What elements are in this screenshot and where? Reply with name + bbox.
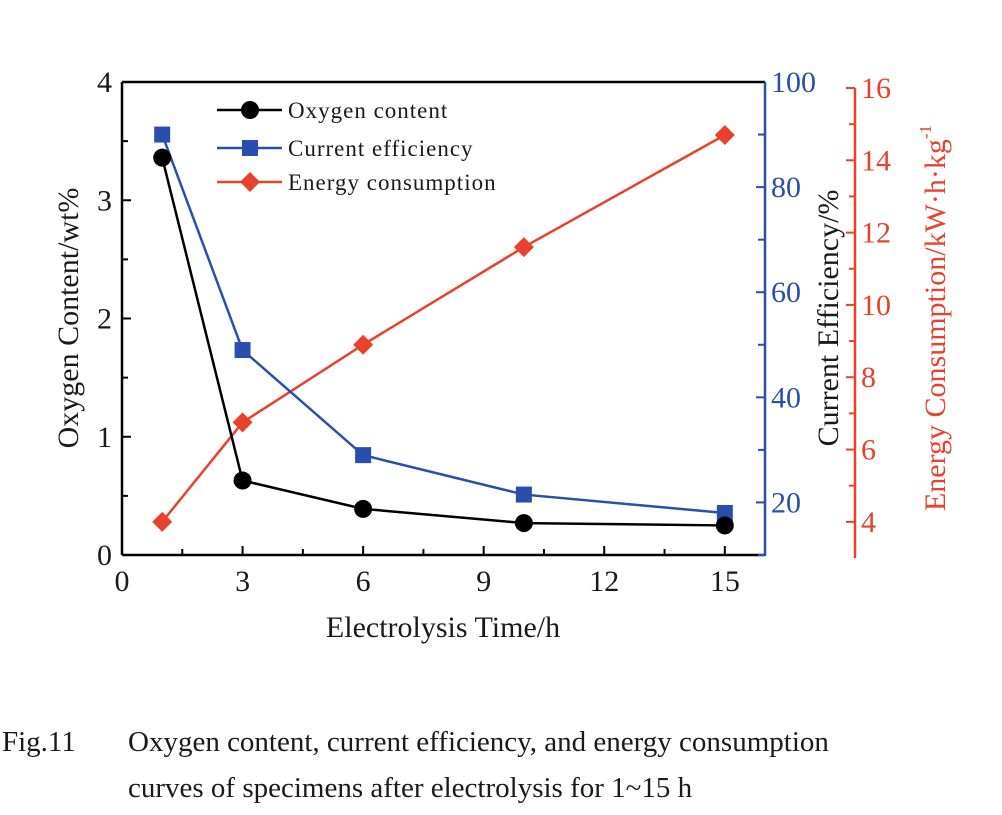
y-current-efficiency-tick-label: 20 — [771, 486, 801, 519]
data-point-circle — [715, 516, 734, 535]
x-tick-label: 12 — [589, 565, 619, 598]
legend-entry: Current efficiency — [217, 136, 474, 161]
series-layer — [152, 125, 735, 535]
legend-marker-diamond — [240, 172, 260, 192]
y-axis-label-current-efficiency: Current Efficiency/% — [812, 190, 845, 447]
x-axis-label: Electrolysis Time/h — [326, 611, 560, 644]
data-point-square — [355, 447, 372, 464]
x-tick-label: 9 — [476, 565, 491, 598]
data-point-diamond — [232, 412, 253, 433]
y-axis-label-energy-main: Energy Consumption/kW·h·kg — [919, 139, 952, 511]
series-current-efficiency — [154, 126, 733, 521]
figure-number: Fig.11 — [2, 726, 76, 758]
legend-label: Current efficiency — [288, 136, 474, 161]
data-point-diamond — [513, 237, 534, 258]
y-energy-tick-label: 6 — [861, 434, 876, 467]
legend-marker-circle — [241, 101, 259, 119]
y-axis-label-energy-sup: -1 — [916, 125, 935, 139]
y-left-tick-label: 0 — [97, 539, 112, 572]
y-current-efficiency-tick-label: 100 — [771, 66, 816, 99]
legend-entry: Oxygen content — [217, 98, 448, 123]
x-tick-label: 6 — [356, 565, 371, 598]
series-oxygen-content — [153, 148, 734, 535]
y-energy-tick-label: 16 — [861, 72, 891, 105]
y-energy-tick-label: 12 — [861, 217, 891, 250]
data-point-circle — [514, 514, 533, 533]
y-energy-tick-label: 14 — [861, 144, 891, 177]
legend-label: Energy consumption — [288, 170, 497, 195]
legend-label: Oxygen content — [288, 98, 448, 123]
x-tick-label: 0 — [115, 565, 130, 598]
y-axis-label-energy-consumption: Energy Consumption/kW·h·kg-1 — [916, 125, 952, 511]
y-current-efficiency-tick-label: 40 — [771, 381, 801, 414]
data-point-square — [154, 126, 171, 143]
y-current-efficiency-tick-label: 80 — [771, 171, 801, 204]
data-point-circle — [233, 471, 252, 490]
y-energy-tick-label: 4 — [861, 506, 876, 539]
series-line — [160, 157, 725, 527]
x-tick-label: 15 — [710, 565, 740, 598]
caption-line-2: curves of specimens after electrolysis f… — [128, 772, 693, 804]
data-point-diamond — [714, 125, 735, 145]
figure-caption: Fig.11 Oxygen content, current efficienc… — [0, 722, 1002, 814]
data-point-square — [716, 504, 733, 521]
data-point-square — [515, 486, 532, 503]
y-left-tick-label: 3 — [97, 184, 112, 217]
data-point-diamond — [353, 334, 374, 355]
legend-entry: Energy consumption — [217, 170, 497, 195]
data-point-diamond — [152, 511, 173, 532]
data-point-circle — [354, 499, 373, 518]
data-point-circle — [153, 148, 172, 167]
legend: Oxygen content Current efficiency Energy c… — [217, 98, 497, 195]
data-point-square — [234, 342, 251, 359]
x-tick-label: 3 — [235, 565, 250, 598]
y-left-tick-label: 2 — [97, 303, 112, 336]
y-left-tick-label: 4 — [97, 66, 112, 99]
series-energy-consumption — [152, 125, 735, 532]
legend-marker-square — [242, 140, 258, 156]
caption-line-1: Oxygen content, current efficiency, and … — [128, 726, 829, 758]
y-axis-label-left: Oxygen Content/wt% — [52, 188, 85, 449]
y-left-tick-label: 1 — [97, 421, 112, 454]
y-energy-tick-label: 8 — [861, 361, 876, 394]
y-current-efficiency-tick-label: 60 — [771, 276, 801, 309]
y-energy-tick-label: 10 — [861, 289, 891, 322]
